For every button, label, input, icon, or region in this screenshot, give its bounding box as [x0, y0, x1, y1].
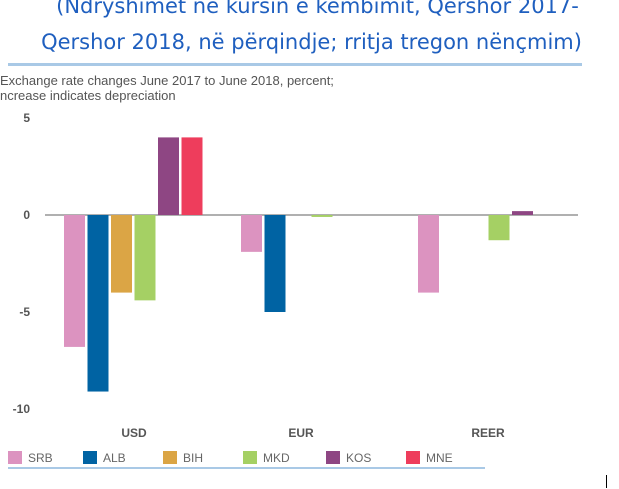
text-cursor: [606, 475, 607, 488]
y-tick-label: 5: [23, 111, 30, 125]
title-divider: [8, 63, 582, 66]
bar-reer-srb: [418, 215, 439, 293]
legend-swatch-bih: [163, 451, 177, 464]
legend-label-bih: BIH: [183, 451, 203, 465]
bar-eur-mkd: [311, 215, 333, 217]
legend-swatch-srb: [8, 451, 22, 464]
bar-usd-kos: [158, 137, 179, 215]
chart-title-line1: (Ndryshimet ne kursin e kembimit, Qersho…: [56, 0, 579, 18]
bar-usd-mkd: [134, 215, 156, 301]
legend-swatch-mkd: [243, 451, 257, 464]
y-tick-label: -10: [13, 402, 31, 416]
legend-label-srb: SRB: [28, 451, 53, 465]
legend-label-mne: MNE: [426, 451, 453, 465]
bar-eur-srb: [241, 215, 262, 252]
legend-label-kos: KOS: [346, 451, 371, 465]
legend-label-alb: ALB: [103, 451, 126, 465]
x-category-label: REER: [471, 426, 505, 440]
chart-title-line2: Qershor 2018, në përqindje; rritja trego…: [41, 30, 582, 54]
bar-eur-alb: [264, 215, 286, 312]
bar-usd-bih: [111, 215, 132, 293]
bar-reer-mkd: [488, 215, 510, 241]
legend-swatch-alb: [83, 451, 97, 464]
x-category-label: USD: [121, 426, 147, 440]
bar-usd-srb: [64, 215, 85, 347]
bar-reer-kos: [512, 211, 533, 215]
legend-swatch-mne: [406, 451, 420, 464]
legend-label-mkd: MKD: [263, 451, 290, 465]
bar-usd-alb: [87, 215, 109, 392]
chart-subtitle-line1: Exchange rate changes June 2017 to June …: [0, 73, 334, 88]
y-tick-label: -5: [19, 305, 30, 319]
bar-usd-mne: [181, 137, 203, 215]
y-tick-label: 0: [23, 208, 30, 222]
chart-subtitle-line2: ncrease indicates depreciation: [0, 88, 176, 103]
x-category-label: EUR: [288, 426, 314, 440]
legend-swatch-kos: [326, 451, 340, 464]
